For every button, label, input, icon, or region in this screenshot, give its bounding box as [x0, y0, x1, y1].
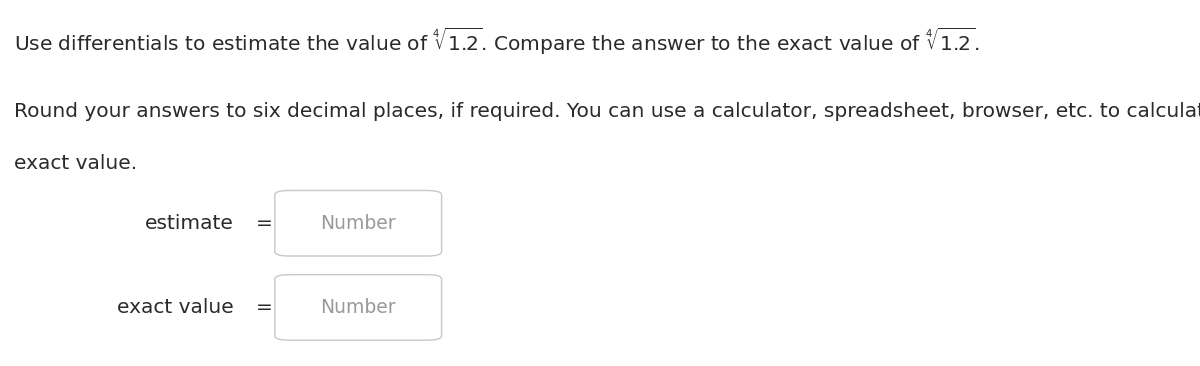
Text: Use differentials to estimate the value of $\sqrt[4]{1.2}$. Compare the answer t: Use differentials to estimate the value …	[14, 26, 979, 57]
Text: Number: Number	[320, 214, 396, 233]
Text: Round your answers to six decimal places, if required. You can use a calculator,: Round your answers to six decimal places…	[14, 102, 1200, 122]
FancyBboxPatch shape	[275, 190, 442, 256]
Text: estimate: estimate	[145, 214, 234, 233]
Text: exact value.: exact value.	[14, 154, 138, 173]
Text: =: =	[256, 298, 272, 317]
FancyBboxPatch shape	[275, 274, 442, 340]
Text: =: =	[256, 214, 272, 233]
Text: Number: Number	[320, 298, 396, 317]
Text: exact value: exact value	[118, 298, 234, 317]
